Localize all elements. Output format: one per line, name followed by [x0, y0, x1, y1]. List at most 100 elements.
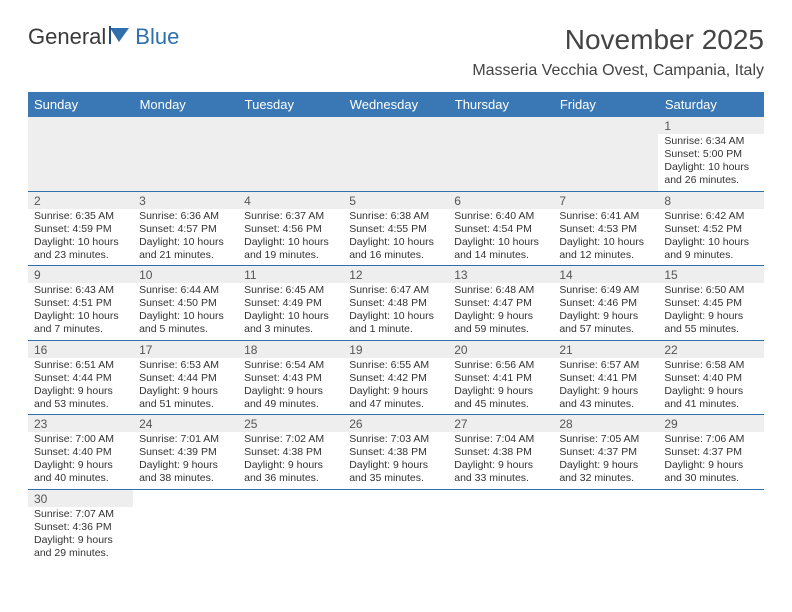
calendar-cell: 19Sunrise: 6:55 AMSunset: 4:42 PMDayligh…	[343, 340, 448, 415]
day-info-line: Daylight: 10 hours	[34, 236, 127, 249]
day-number: 30	[28, 490, 133, 507]
day-info-line: Sunrise: 6:51 AM	[34, 359, 127, 372]
day-info: Sunrise: 6:40 AMSunset: 4:54 PMDaylight:…	[448, 209, 553, 266]
calendar-week-row: 30Sunrise: 7:07 AMSunset: 4:36 PMDayligh…	[28, 489, 764, 563]
day-info-line: Sunset: 4:44 PM	[139, 372, 232, 385]
day-info: Sunrise: 6:50 AMSunset: 4:45 PMDaylight:…	[658, 283, 763, 340]
day-info-line: Daylight: 10 hours	[664, 236, 757, 249]
calendar-cell: 22Sunrise: 6:58 AMSunset: 4:40 PMDayligh…	[658, 340, 763, 415]
calendar-cell: 18Sunrise: 6:54 AMSunset: 4:43 PMDayligh…	[238, 340, 343, 415]
day-info-line: and 30 minutes.	[664, 472, 757, 485]
day-info-line: and 55 minutes.	[664, 323, 757, 336]
day-info-line: Daylight: 9 hours	[34, 385, 127, 398]
weekday-header: Tuesday	[238, 92, 343, 117]
day-info: Sunrise: 6:55 AMSunset: 4:42 PMDaylight:…	[343, 358, 448, 415]
day-info-line: Sunset: 4:42 PM	[349, 372, 442, 385]
title-block: November 2025 Masseria Vecchia Ovest, Ca…	[472, 24, 764, 80]
day-info-line: Sunset: 4:50 PM	[139, 297, 232, 310]
day-info-line: Daylight: 9 hours	[454, 385, 547, 398]
day-number: 27	[448, 415, 553, 432]
day-number: 3	[133, 192, 238, 209]
calendar-cell: 7Sunrise: 6:41 AMSunset: 4:53 PMDaylight…	[553, 191, 658, 266]
day-info-line: and 45 minutes.	[454, 398, 547, 411]
day-info-line: Daylight: 9 hours	[34, 534, 127, 547]
day-info-line: and 23 minutes.	[34, 249, 127, 262]
day-info-line: Sunset: 4:56 PM	[244, 223, 337, 236]
day-info-line: Daylight: 9 hours	[664, 310, 757, 323]
calendar-cell	[238, 117, 343, 191]
day-number: 7	[553, 192, 658, 209]
day-info-line: Daylight: 9 hours	[34, 459, 127, 472]
day-info-line: Sunrise: 6:34 AM	[664, 135, 757, 148]
calendar-cell: 24Sunrise: 7:01 AMSunset: 4:39 PMDayligh…	[133, 415, 238, 490]
day-number: 15	[658, 266, 763, 283]
calendar-cell	[133, 117, 238, 191]
calendar-cell	[133, 489, 238, 563]
flag-icon	[109, 24, 131, 50]
day-info-line: Sunset: 4:39 PM	[139, 446, 232, 459]
day-info-line: and 41 minutes.	[664, 398, 757, 411]
calendar-cell: 28Sunrise: 7:05 AMSunset: 4:37 PMDayligh…	[553, 415, 658, 490]
calendar-cell: 8Sunrise: 6:42 AMSunset: 4:52 PMDaylight…	[658, 191, 763, 266]
calendar-cell: 4Sunrise: 6:37 AMSunset: 4:56 PMDaylight…	[238, 191, 343, 266]
day-info-line: and 49 minutes.	[244, 398, 337, 411]
day-info-line: Daylight: 10 hours	[34, 310, 127, 323]
day-info-line: Sunset: 4:41 PM	[454, 372, 547, 385]
day-info-line: Daylight: 9 hours	[559, 310, 652, 323]
day-info: Sunrise: 6:43 AMSunset: 4:51 PMDaylight:…	[28, 283, 133, 340]
day-number: 9	[28, 266, 133, 283]
day-number: 14	[553, 266, 658, 283]
calendar-cell: 17Sunrise: 6:53 AMSunset: 4:44 PMDayligh…	[133, 340, 238, 415]
calendar-cell: 21Sunrise: 6:57 AMSunset: 4:41 PMDayligh…	[553, 340, 658, 415]
day-info-line: Sunset: 4:37 PM	[559, 446, 652, 459]
day-info-line: Sunrise: 7:04 AM	[454, 433, 547, 446]
day-info: Sunrise: 6:44 AMSunset: 4:50 PMDaylight:…	[133, 283, 238, 340]
day-info-line: Sunrise: 6:53 AM	[139, 359, 232, 372]
day-info-line: Daylight: 9 hours	[454, 310, 547, 323]
calendar-cell	[553, 117, 658, 191]
day-info-line: Daylight: 10 hours	[244, 236, 337, 249]
day-info-line: Daylight: 10 hours	[559, 236, 652, 249]
calendar-cell: 27Sunrise: 7:04 AMSunset: 4:38 PMDayligh…	[448, 415, 553, 490]
day-info: Sunrise: 6:42 AMSunset: 4:52 PMDaylight:…	[658, 209, 763, 266]
calendar-cell	[658, 489, 763, 563]
day-info-line: Sunset: 4:38 PM	[349, 446, 442, 459]
day-info-line: and 57 minutes.	[559, 323, 652, 336]
day-info-line: and 26 minutes.	[664, 174, 757, 187]
day-number: 12	[343, 266, 448, 283]
day-info: Sunrise: 6:34 AMSunset: 5:00 PMDaylight:…	[658, 134, 763, 191]
weekday-header: Sunday	[28, 92, 133, 117]
calendar-cell: 5Sunrise: 6:38 AMSunset: 4:55 PMDaylight…	[343, 191, 448, 266]
calendar-cell: 13Sunrise: 6:48 AMSunset: 4:47 PMDayligh…	[448, 266, 553, 341]
day-number: 19	[343, 341, 448, 358]
day-info-line: Daylight: 10 hours	[139, 310, 232, 323]
day-info-line: and 40 minutes.	[34, 472, 127, 485]
day-number: 23	[28, 415, 133, 432]
day-number: 13	[448, 266, 553, 283]
day-info-line: and 36 minutes.	[244, 472, 337, 485]
day-info-line: and 35 minutes.	[349, 472, 442, 485]
day-info-line: Sunset: 4:40 PM	[664, 372, 757, 385]
day-number: 25	[238, 415, 343, 432]
calendar-cell: 15Sunrise: 6:50 AMSunset: 4:45 PMDayligh…	[658, 266, 763, 341]
calendar-cell: 11Sunrise: 6:45 AMSunset: 4:49 PMDayligh…	[238, 266, 343, 341]
day-info-line: Daylight: 9 hours	[559, 459, 652, 472]
day-info-line: and 51 minutes.	[139, 398, 232, 411]
day-info-line: Sunset: 4:53 PM	[559, 223, 652, 236]
day-info-line: Daylight: 9 hours	[664, 459, 757, 472]
day-info-line: Sunrise: 6:45 AM	[244, 284, 337, 297]
day-info-line: Sunrise: 6:48 AM	[454, 284, 547, 297]
day-info-line: and 47 minutes.	[349, 398, 442, 411]
day-number: 28	[553, 415, 658, 432]
day-info-line: Sunset: 4:43 PM	[244, 372, 337, 385]
day-info: Sunrise: 6:45 AMSunset: 4:49 PMDaylight:…	[238, 283, 343, 340]
day-info-line: Daylight: 10 hours	[454, 236, 547, 249]
location: Masseria Vecchia Ovest, Campania, Italy	[472, 62, 764, 80]
day-number: 2	[28, 192, 133, 209]
day-info: Sunrise: 6:36 AMSunset: 4:57 PMDaylight:…	[133, 209, 238, 266]
header-row: General Blue November 2025 Masseria Vecc…	[28, 24, 764, 80]
weekday-header: Saturday	[658, 92, 763, 117]
calendar-week-row: 23Sunrise: 7:00 AMSunset: 4:40 PMDayligh…	[28, 415, 764, 490]
calendar-cell: 16Sunrise: 6:51 AMSunset: 4:44 PMDayligh…	[28, 340, 133, 415]
day-number: 22	[658, 341, 763, 358]
